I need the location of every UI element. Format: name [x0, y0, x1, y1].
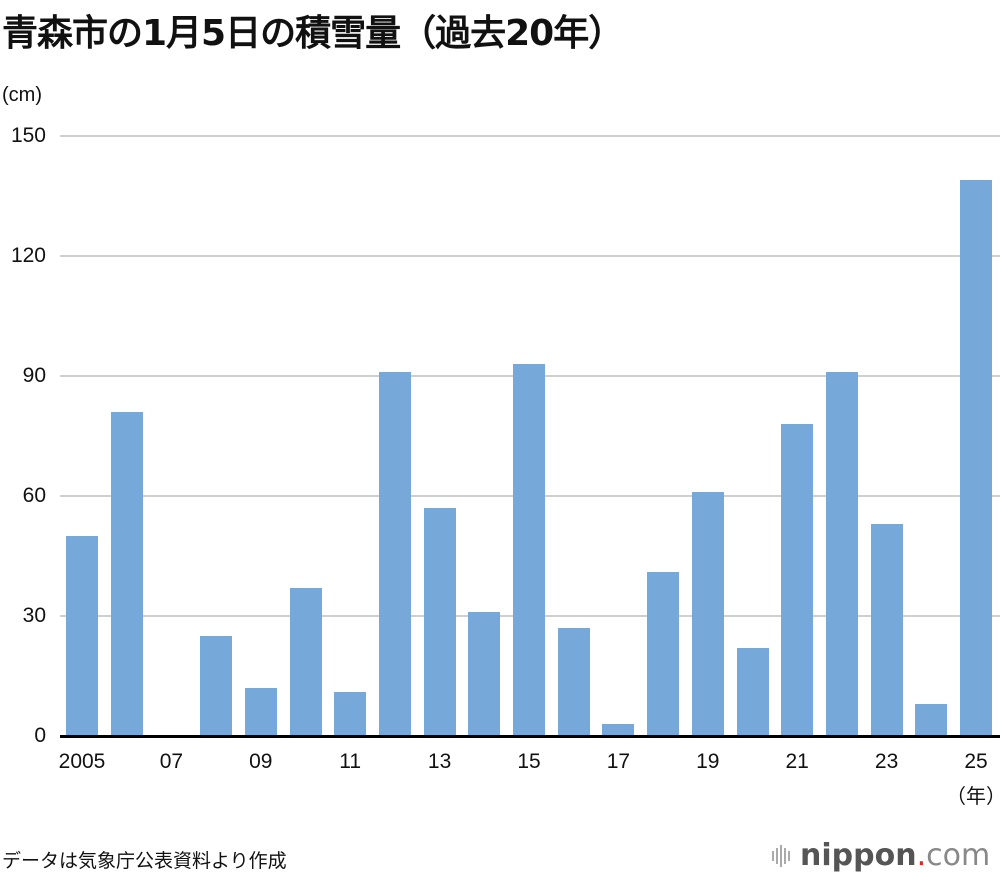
bar-2012 [378, 372, 411, 736]
bar-2011 [334, 692, 367, 736]
logo-dot: . [916, 838, 927, 873]
y-tick-label: 120 [10, 244, 46, 267]
bar-2021 [781, 424, 814, 736]
bar-chart: 0 30 60 90 120 150 2005 07 09 11 13 15 17 19 21 23 25 [10, 124, 1000, 773]
x-tick-label: 25 [964, 750, 988, 773]
bar-2019 [691, 492, 724, 736]
x-axis-unit: （年） [946, 786, 1000, 808]
bar-2016 [557, 628, 590, 736]
logo-main: nippon [800, 838, 917, 873]
bar-2024 [915, 704, 948, 736]
x-tick-label: 09 [249, 750, 273, 773]
logo-suffix: com [926, 838, 991, 873]
bar-2005 [66, 536, 98, 736]
x-tick-label: 2005 [58, 750, 106, 773]
bar-2015 [513, 364, 545, 736]
bar-2022 [825, 372, 858, 736]
chart-title: 青森市の1月5日の積雪量（過去20年） [2, 13, 624, 54]
bar-2010 [289, 588, 322, 736]
soundwave-icon [772, 844, 790, 867]
bar-2014 [468, 612, 501, 736]
x-tick-label: 11 [339, 750, 362, 773]
nippon-logo: nippon. com [772, 838, 990, 873]
bar-2006 [110, 412, 143, 736]
x-tick-label: 15 [517, 750, 541, 773]
bar-2020 [736, 648, 769, 736]
x-tick-label: 21 [785, 750, 809, 773]
x-tick-label: 19 [696, 750, 720, 773]
x-axis-line [60, 735, 1000, 738]
y-tick-label: 90 [22, 364, 46, 387]
y-tick-label: 150 [10, 124, 46, 147]
y-tick-label: 60 [22, 484, 46, 507]
gridline [60, 255, 1000, 257]
y-axis-unit: (cm) [2, 84, 42, 106]
bar-2017 [602, 724, 635, 736]
source-note: データは気象庁公表資料より作成 [2, 850, 287, 872]
bar-2018 [647, 572, 680, 736]
x-tick-label: 17 [606, 750, 631, 773]
x-tick-label: 23 [874, 750, 899, 773]
x-tick-label: 13 [427, 750, 452, 773]
x-tick-label: 07 [159, 750, 184, 773]
bar-2023 [870, 524, 903, 736]
y-tick-label: 0 [34, 724, 46, 747]
bar-2025 [960, 180, 992, 736]
bar-2013 [423, 508, 456, 736]
bar-2008 [200, 636, 233, 736]
y-tick-label: 30 [22, 604, 46, 627]
gridline [60, 135, 1000, 137]
bar-2009 [244, 688, 277, 736]
